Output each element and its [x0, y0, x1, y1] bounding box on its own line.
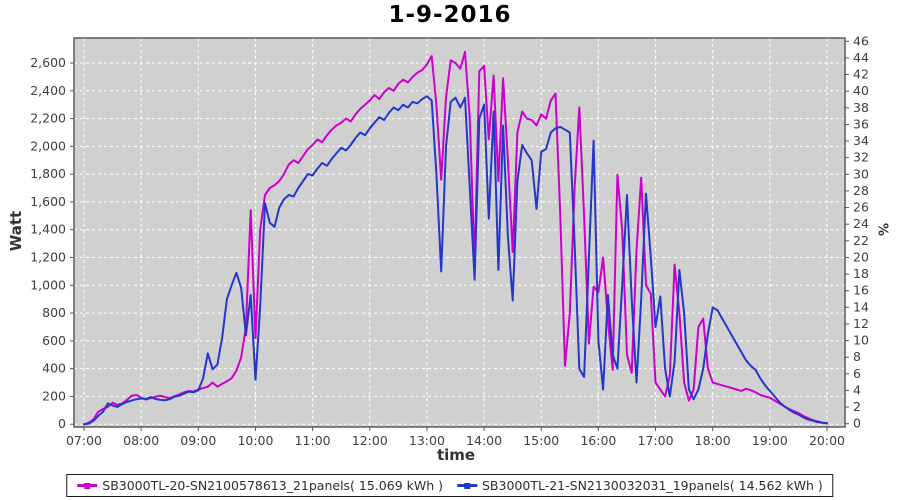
- left-tick-label: 0: [58, 416, 66, 431]
- right-tick-label: 14: [853, 299, 869, 314]
- x-axis-title: time: [436, 446, 476, 464]
- legend-entry-inverter-20: SB3000TL-20-SN2100578613_21panels( 15.06…: [77, 478, 443, 493]
- x-tick-label: 17:00: [638, 433, 674, 448]
- left-tick-label: 2,000: [30, 138, 66, 153]
- x-tick-label: 18:00: [695, 433, 731, 448]
- right-tick-label: 16: [853, 283, 869, 298]
- left-tick-label: 600: [42, 333, 66, 348]
- legend-entry-inverter-21: SB3000TL-21-SN2130032031_19panels( 14.56…: [457, 478, 823, 493]
- left-tick-label: 200: [42, 388, 66, 403]
- right-tick-label: 38: [853, 100, 869, 115]
- series-line-0: [83, 50, 828, 426]
- left-tick-label: 2,200: [30, 111, 66, 126]
- right-tick-label: 42: [853, 67, 869, 82]
- series-line-marker: [457, 482, 477, 489]
- right-tick-label: 20: [853, 249, 869, 264]
- plot-border: [73, 37, 846, 428]
- right-tick-label: 12: [853, 316, 869, 331]
- series-line-1: [83, 95, 828, 426]
- right-tick-label: 4: [853, 382, 861, 397]
- right-tick-label: 10: [853, 333, 869, 348]
- left-tick-label: 1,200: [30, 250, 66, 265]
- right-tick-label: 26: [853, 200, 869, 215]
- left-tick-label: 400: [42, 361, 66, 376]
- x-tick-label: 07:00: [66, 433, 102, 448]
- series-shape-marker: [464, 482, 470, 489]
- left-tick-label: 1,800: [30, 166, 66, 181]
- x-tick-label: 11:00: [295, 433, 331, 448]
- left-tick-label: 1,400: [30, 222, 66, 237]
- x-tick-label: 14:00: [466, 433, 502, 448]
- right-tick-label: 0: [853, 416, 861, 431]
- series-line-marker: [77, 482, 98, 489]
- x-tick-label: 15:00: [523, 433, 559, 448]
- x-tick-label: 19:00: [752, 433, 788, 448]
- plot-background: [74, 38, 845, 427]
- left-tick-label: 1,000: [30, 277, 66, 292]
- chart-title: 1-9-2016: [388, 2, 512, 28]
- left-tick-label: 2,600: [30, 55, 66, 70]
- right-tick-label: 32: [853, 150, 869, 165]
- x-tick-label: 10:00: [237, 433, 273, 448]
- right-tick-label: 22: [853, 233, 869, 248]
- legend-label: SB3000TL-20-SN2100578613_21panels( 15.06…: [102, 478, 443, 493]
- right-tick-label: 30: [853, 166, 869, 181]
- x-tick-label: 16:00: [580, 433, 616, 448]
- right-tick-label: 6: [853, 366, 861, 381]
- x-tick-label: 13:00: [409, 433, 445, 448]
- x-tick-label: 09:00: [180, 433, 216, 448]
- right-tick-label: 34: [853, 133, 869, 148]
- right-tick-label: 40: [853, 83, 869, 98]
- legend: SB3000TL-20-SN2100578613_21panels( 15.06…: [66, 474, 834, 497]
- right-tick-label: 36: [853, 116, 869, 131]
- right-axis-title: %: [874, 222, 890, 237]
- right-tick-label: 46: [853, 33, 869, 48]
- series-shape-marker: [84, 482, 91, 489]
- left-tick-label: 2,400: [30, 83, 66, 98]
- right-tick-label: 8: [853, 349, 861, 364]
- left-axis-title: Watt: [7, 210, 25, 252]
- x-tick-label: 12:00: [352, 433, 388, 448]
- left-tick-label: 800: [42, 305, 66, 320]
- right-tick-label: 24: [853, 216, 869, 231]
- x-tick-label: 20:00: [809, 433, 845, 448]
- legend-label: SB3000TL-21-SN2130032031_19panels( 14.56…: [482, 478, 823, 493]
- right-tick-label: 28: [853, 183, 869, 198]
- x-tick-label: 08:00: [123, 433, 159, 448]
- right-tick-label: 18: [853, 266, 869, 281]
- right-tick-label: 2: [853, 399, 861, 414]
- right-tick-label: 44: [853, 50, 869, 65]
- left-tick-label: 1,600: [30, 194, 66, 209]
